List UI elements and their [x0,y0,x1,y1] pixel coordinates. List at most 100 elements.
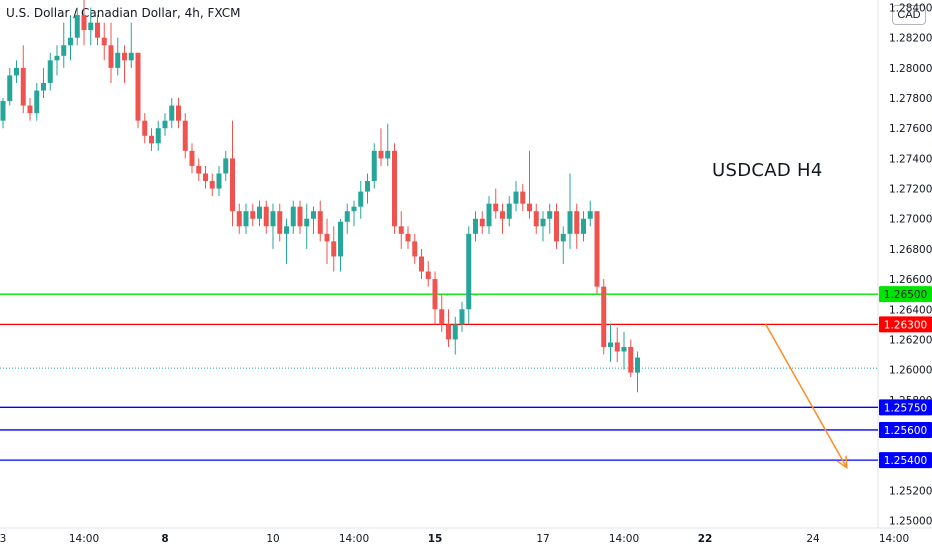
candle-body [520,191,526,204]
candle-body [61,45,67,56]
candle-body [115,52,121,68]
candle-body [635,357,640,373]
candle-body [68,37,73,46]
candle-body [74,15,80,38]
candle-body [7,75,13,102]
forecast-arrow [765,323,848,470]
candle-body [567,211,573,234]
candle-body [533,211,539,227]
candle-body [257,206,262,219]
candle-body [459,309,465,325]
time-tick-label: 3 [0,533,6,545]
level-price-badge [879,452,932,469]
price-tick-label: 1.25200 [889,485,932,497]
candle-body [34,90,40,114]
candle-body [486,203,492,227]
forecast-arrow-line [765,323,848,469]
currency-button[interactable]: CAD [892,5,926,25]
candle-body [182,120,188,151]
candle-body [547,211,553,219]
candle-body [14,67,19,76]
candle-body [358,191,364,207]
price-tick-label: 1.26600 [889,274,932,286]
price-axis[interactable]: 1.250001.252001.258001.260001.262001.264… [879,3,932,528]
level-price-badge [879,316,932,333]
candle-body [0,101,6,121]
candle-body [473,218,478,234]
candle-body [432,279,438,310]
candle-body [608,342,613,347]
candle-body [236,211,242,227]
candle-body [331,241,337,257]
time-tick-label: 15 [428,533,443,545]
candle-body [277,211,283,234]
candle-body [54,55,60,61]
candles [0,0,640,393]
candle-body [513,191,519,204]
price-tick-label: 1.25000 [889,515,932,527]
candle-body [371,150,377,182]
candle-body [581,218,586,234]
candle-body [284,226,289,234]
candle-body [108,45,114,68]
candle-body [398,226,404,234]
candle-body [162,120,168,129]
candle-body [425,271,431,280]
level-price-badge [879,286,932,303]
chart-title: U.S. Dollar / Canadian Dollar, 4h, FXCM [6,6,241,20]
time-tick-label: 24 [806,533,820,545]
candle-body [446,324,451,340]
price-tick-label: 1.26800 [889,244,932,256]
candle-body [338,221,343,257]
candle-body [176,105,181,121]
candle-body [155,128,161,144]
candle-body [209,181,215,189]
candle-body [243,211,249,227]
candle-body [142,120,148,136]
level-price-label: 1.25400 [884,455,927,467]
candle-body [122,52,127,61]
candle-body [587,211,593,219]
price-tick-label: 1.26200 [889,334,932,346]
time-tick-label: 14:00 [609,533,639,545]
candle-body [614,342,620,352]
chart-annotation: USDCAD H4 [712,160,823,181]
candle-body [223,158,229,174]
grid [0,0,932,529]
candle-body [189,150,195,166]
candle-body [324,233,330,242]
candle-body [405,233,411,242]
time-tick-label: 8 [161,533,168,545]
candle-body [297,206,303,227]
candle-body [365,181,370,192]
level-price-label: 1.25600 [884,425,927,437]
candle-body [351,206,357,212]
candle-body [527,203,532,212]
candle-body [621,346,627,352]
candle-body [270,211,276,227]
level-price-label: 1.26500 [884,289,927,301]
candle-body [311,211,316,219]
time-tick-label: 17 [536,533,549,545]
level-price-badge [879,421,932,438]
price-tick-label: 1.28000 [889,63,932,75]
candle-body [392,150,397,227]
level-price-label: 1.26300 [884,319,927,331]
candle-body [304,218,310,227]
candle-body [419,256,424,272]
horizontal-levels [0,293,878,461]
price-tick-label: 1.28200 [889,33,932,45]
price-tick-label: 1.27400 [889,153,932,165]
price-tick-label: 1.27200 [889,184,932,196]
candle-body [479,218,485,227]
time-tick-label: 14:00 [339,533,369,545]
forecast-arrow-head [836,455,848,470]
candle-body [135,52,141,121]
candle-body [169,105,175,121]
level-price-label: 1.25750 [884,402,927,414]
candle-body [20,67,26,106]
time-axis[interactable]: 3 14:00 8 10 14:00 15 17 14:00 22 24 14:00 [0,533,909,545]
candle-body [128,52,134,61]
candle-body [81,15,87,31]
